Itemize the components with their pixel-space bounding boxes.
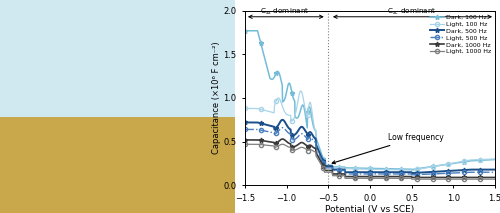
Light, 100 Hz bbox=[458, 160, 464, 163]
Light, 1000 Hz bbox=[492, 178, 498, 180]
Light, 500 Hz bbox=[242, 128, 248, 131]
Dark, 1000 Hz bbox=[280, 138, 285, 140]
Dark, 1000 Hz bbox=[388, 175, 394, 178]
Legend: Dark, 100 Hz, Light, 100 Hz, Dark, 500 Hz, Light, 500 Hz, Dark, 1000 Hz, Light, : Dark, 100 Hz, Light, 100 Hz, Dark, 500 H… bbox=[427, 12, 494, 57]
Light, 1000 Hz bbox=[432, 178, 438, 180]
X-axis label: Potential (V vs SCE): Potential (V vs SCE) bbox=[326, 205, 414, 213]
Dark, 500 Hz bbox=[458, 169, 464, 171]
Light, 100 Hz bbox=[394, 168, 400, 171]
Line: Dark, 100 Hz: Dark, 100 Hz bbox=[242, 28, 498, 172]
Dark, 500 Hz bbox=[432, 170, 438, 173]
Light, 1000 Hz bbox=[409, 178, 415, 180]
Light, 500 Hz bbox=[402, 173, 407, 175]
Dark, 100 Hz bbox=[492, 158, 498, 161]
Light, 1000 Hz bbox=[242, 143, 248, 145]
Light, 1000 Hz bbox=[458, 178, 464, 180]
Light, 100 Hz bbox=[409, 169, 415, 172]
Dark, 100 Hz bbox=[409, 168, 415, 171]
Light, 500 Hz bbox=[492, 171, 498, 173]
Dark, 100 Hz bbox=[394, 168, 400, 170]
Light, 500 Hz bbox=[432, 173, 438, 175]
Dark, 500 Hz bbox=[258, 122, 264, 124]
Light, 100 Hz bbox=[258, 108, 264, 111]
Light, 100 Hz bbox=[492, 158, 498, 160]
Line: Dark, 1000 Hz: Dark, 1000 Hz bbox=[242, 137, 498, 180]
Light, 100 Hz bbox=[402, 169, 407, 171]
Dark, 100 Hz bbox=[458, 161, 464, 164]
Light, 1000 Hz bbox=[394, 177, 400, 180]
Dark, 500 Hz bbox=[394, 171, 400, 173]
Text: Low frequency: Low frequency bbox=[332, 133, 444, 164]
Dark, 500 Hz bbox=[402, 171, 407, 173]
Dark, 1000 Hz bbox=[242, 139, 248, 141]
Line: Light, 500 Hz: Light, 500 Hz bbox=[243, 126, 497, 177]
Line: Light, 100 Hz: Light, 100 Hz bbox=[243, 89, 497, 173]
Light, 100 Hz bbox=[388, 168, 394, 171]
Light, 500 Hz bbox=[394, 173, 400, 175]
Dark, 1000 Hz bbox=[394, 175, 400, 178]
Bar bbox=[0, 117, 235, 213]
Light, 500 Hz bbox=[388, 173, 394, 175]
Bar bbox=[0, 0, 235, 117]
Light, 100 Hz bbox=[298, 90, 304, 92]
Line: Light, 1000 Hz: Light, 1000 Hz bbox=[243, 142, 497, 181]
Dark, 100 Hz bbox=[432, 165, 438, 167]
Light, 500 Hz bbox=[409, 174, 415, 176]
Dark, 1000 Hz bbox=[402, 175, 407, 178]
Dark, 500 Hz bbox=[388, 171, 394, 173]
Dark, 100 Hz bbox=[258, 40, 264, 43]
Dark, 1000 Hz bbox=[432, 176, 438, 179]
Dark, 500 Hz bbox=[492, 168, 498, 171]
Light, 500 Hz bbox=[258, 129, 264, 131]
Text: C$_{ss}$ dominant: C$_{ss}$ dominant bbox=[260, 7, 310, 17]
Dark, 500 Hz bbox=[409, 172, 415, 174]
Text: C$_{sc}$ dominant: C$_{sc}$ dominant bbox=[387, 7, 436, 17]
Light, 1000 Hz bbox=[387, 177, 393, 180]
Y-axis label: Capacitance (×10⁶ F cm⁻²): Capacitance (×10⁶ F cm⁻²) bbox=[212, 42, 221, 154]
Light, 500 Hz bbox=[280, 126, 285, 129]
Light, 1000 Hz bbox=[402, 177, 407, 180]
Light, 100 Hz bbox=[432, 165, 438, 167]
Light, 1000 Hz bbox=[258, 143, 264, 146]
Dark, 500 Hz bbox=[280, 119, 285, 121]
Dark, 100 Hz bbox=[242, 29, 248, 32]
Dark, 1000 Hz bbox=[492, 176, 498, 179]
Light, 500 Hz bbox=[458, 171, 464, 174]
Dark, 100 Hz bbox=[402, 168, 407, 170]
Light, 100 Hz bbox=[242, 107, 248, 110]
Dark, 1000 Hz bbox=[409, 176, 415, 179]
Dark, 1000 Hz bbox=[258, 139, 264, 142]
Line: Dark, 500 Hz: Dark, 500 Hz bbox=[242, 117, 498, 176]
Dark, 500 Hz bbox=[242, 121, 248, 124]
Dark, 1000 Hz bbox=[458, 176, 464, 179]
Dark, 100 Hz bbox=[387, 167, 393, 170]
